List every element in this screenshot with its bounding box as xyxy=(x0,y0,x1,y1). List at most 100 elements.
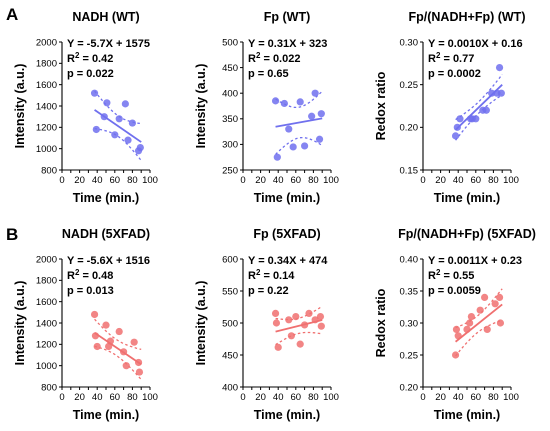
x-tick-label: 80 xyxy=(308,392,319,403)
x-axis-label: Time (min.) xyxy=(254,408,320,422)
chart-panel-2: Fp (WT) 0 20 40 60 80 100 250 300 350 400 450 500 Tim… xyxy=(194,10,339,205)
y-tick-label: 500 xyxy=(222,37,238,48)
regression-equation: Y = 0.0010X + 0.16 xyxy=(428,38,523,50)
chart-title: NADH (5XFAD) xyxy=(62,227,150,241)
data-point xyxy=(122,362,130,370)
y-tick-label: 1800 xyxy=(36,276,57,287)
data-point xyxy=(91,332,100,340)
y-tick-label: 450 xyxy=(222,63,238,74)
r-squared-text: R2 = 0.55 xyxy=(428,268,474,282)
x-tick-label: 100 xyxy=(142,392,158,403)
data-point xyxy=(296,340,304,348)
data-point xyxy=(466,319,474,327)
y-tick-label: 350 xyxy=(222,114,238,125)
data-point xyxy=(456,115,464,123)
data-point xyxy=(451,132,460,140)
p-value-text: p = 0.022 xyxy=(67,68,114,80)
chart-title: NADH (WT) xyxy=(72,10,139,24)
data-point xyxy=(130,338,138,346)
y-tick-label: 800 xyxy=(41,382,57,393)
data-point xyxy=(90,89,99,97)
y-tick-label: 2000 xyxy=(36,254,57,265)
data-point xyxy=(93,342,101,351)
data-point xyxy=(467,313,475,321)
y-tick-label: 0.20 xyxy=(400,382,419,393)
data-point xyxy=(120,348,128,356)
y-tick-label: 2000 xyxy=(36,37,57,48)
chart-title: Fp/(NADH+Fp) (5XFAD) xyxy=(398,227,536,241)
data-point xyxy=(135,368,144,376)
regression-line xyxy=(454,303,503,343)
data-point xyxy=(305,309,313,317)
regression-line xyxy=(275,117,323,128)
x-tick-label: 80 xyxy=(127,175,138,186)
confidence-band-lower xyxy=(94,127,142,161)
y-tick-label: 0.15 xyxy=(400,165,419,176)
confidence-band-lower xyxy=(455,319,503,357)
r-squared-exponent: 2 xyxy=(436,268,441,277)
y-tick-label: 600 xyxy=(222,254,238,265)
confidence-band-lower xyxy=(275,136,323,155)
regression-equation: Y = 0.34X + 474 xyxy=(248,255,328,267)
confidence-band-upper xyxy=(275,90,323,109)
data-point xyxy=(301,321,309,329)
x-tick-label: 80 xyxy=(308,175,319,186)
y-tick-label: 450 xyxy=(222,350,238,361)
data-point xyxy=(271,309,280,317)
x-tick-label: 60 xyxy=(110,175,121,186)
r-squared-symbol: R xyxy=(67,53,75,65)
data-point xyxy=(274,343,282,351)
r-squared-value: = 0.77 xyxy=(440,53,474,65)
y-tick-label: 1800 xyxy=(36,59,57,70)
r-squared-value: = 0.022 xyxy=(260,53,300,65)
chart-panel-5: Fp (5XFAD) 0 20 40 60 80 100 400 450 500 550 600 Tim… xyxy=(194,227,339,422)
r-squared-symbol: R xyxy=(428,53,436,65)
chart-panel-3: Fp/(NADH+Fp) (WT) 0 20 40 60 80 100 0.15 0.20 0.2… xyxy=(374,10,525,205)
data-point xyxy=(106,337,114,345)
data-point xyxy=(463,325,471,333)
data-point xyxy=(495,64,504,72)
y-tick-label: 0.35 xyxy=(400,286,419,297)
y-tick-label: 550 xyxy=(222,286,238,297)
p-value-text: p = 0.013 xyxy=(67,285,114,297)
y-tick-label: 1000 xyxy=(36,361,57,372)
x-tick-label: 100 xyxy=(323,175,339,186)
confidence-band-lower xyxy=(94,345,142,380)
data-point xyxy=(102,321,110,329)
x-tick-label: 0 xyxy=(59,392,64,403)
x-tick-label: 60 xyxy=(291,175,302,186)
data-point xyxy=(280,99,288,108)
data-point xyxy=(317,322,325,330)
r-squared-text: R2 = 0.48 xyxy=(67,268,113,282)
data-point xyxy=(296,98,304,106)
data-point xyxy=(285,316,293,324)
data-point xyxy=(453,123,461,131)
x-tick-label: 20 xyxy=(255,175,266,186)
x-tick-label: 20 xyxy=(255,392,266,403)
y-axis-label: Intensity (a.u.) xyxy=(194,281,208,366)
x-tick-label: 0 xyxy=(59,175,64,186)
y-tick-label: 1600 xyxy=(36,297,57,308)
r-squared-value: = 0.55 xyxy=(440,270,474,282)
x-tick-label: 40 xyxy=(273,175,284,186)
data-point xyxy=(292,313,300,321)
x-tick-label: 0 xyxy=(240,392,245,403)
data-point xyxy=(115,115,123,123)
panel-label-a: A xyxy=(6,5,18,24)
r-squared-exponent: 2 xyxy=(75,268,80,277)
data-point xyxy=(497,89,505,97)
y-tick-label: 400 xyxy=(222,382,238,393)
chart-panel-4: NADH (5XFAD) 0 20 40 60 80 100 800 1000 1200 1400 1… xyxy=(13,227,158,422)
chart-title: Fp (5XFAD) xyxy=(253,227,320,241)
x-tick-label: 60 xyxy=(471,392,482,403)
data-point xyxy=(491,300,499,308)
confidence-band-lower xyxy=(275,331,323,346)
x-axis-label: Time (min.) xyxy=(73,191,139,205)
chart-panel-6: Fp/(NADH+Fp) (5XFAD) 0 20 40 60 80 100 0.20 0.25… xyxy=(374,227,536,422)
y-tick-label: 1600 xyxy=(36,80,57,91)
r-squared-symbol: R xyxy=(428,270,436,282)
y-tick-label: 0.25 xyxy=(400,350,419,361)
x-tick-label: 40 xyxy=(453,392,464,403)
data-point xyxy=(273,153,281,161)
data-point xyxy=(315,135,324,143)
